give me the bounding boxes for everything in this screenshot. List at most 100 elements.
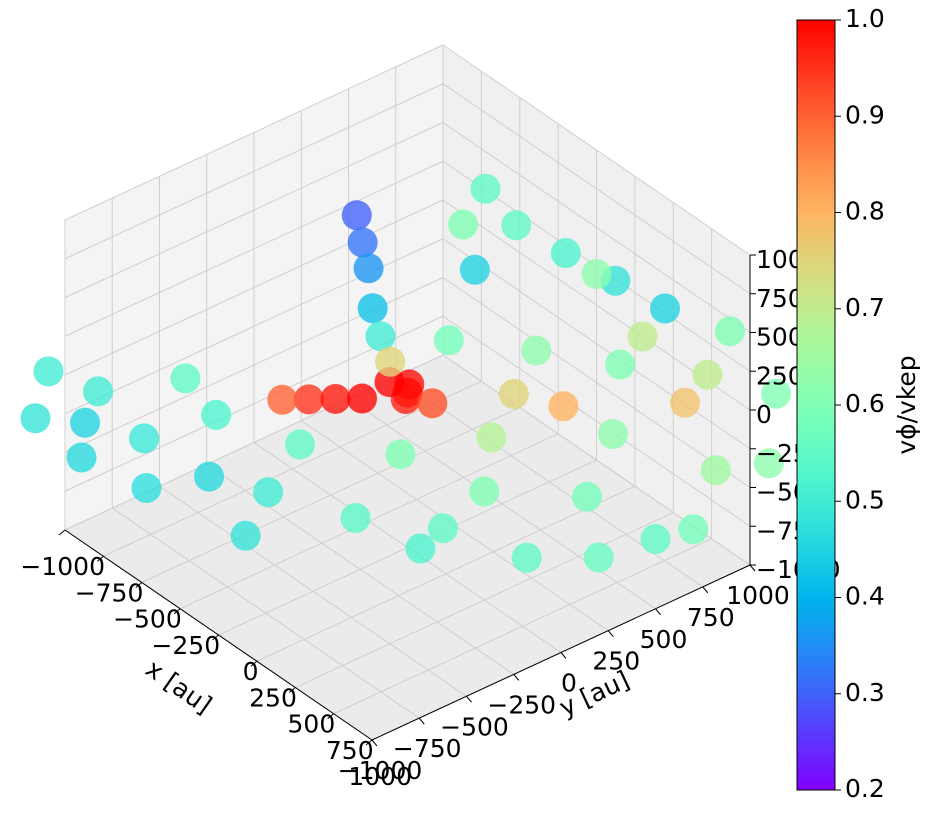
point	[194, 461, 225, 492]
point	[761, 378, 791, 409]
grid-line	[111, 507, 420, 719]
point	[131, 473, 162, 503]
x-tick-label: 250	[249, 683, 297, 712]
colorbar-tick-label: 0.3	[845, 678, 885, 707]
point	[340, 503, 371, 533]
y-tick-label: 750	[687, 603, 735, 632]
point	[365, 321, 396, 352]
point	[714, 316, 745, 347]
grid-line	[442, 44, 751, 256]
x-tick	[288, 687, 296, 693]
grid-line	[348, 398, 656, 610]
x-axis-label: x [au]	[140, 654, 217, 720]
grid-line	[64, 122, 444, 298]
point	[129, 423, 160, 454]
x-tick	[327, 713, 334, 720]
x-tick-label: −1000	[20, 552, 105, 581]
point	[347, 227, 378, 258]
point	[201, 399, 232, 430]
grid-line	[159, 485, 467, 697]
point	[670, 387, 701, 418]
point	[448, 209, 479, 240]
point	[476, 422, 507, 453]
colorbar-tick-label: 0.2	[845, 774, 885, 803]
point	[347, 383, 378, 414]
x-tick-label: 750	[326, 736, 374, 765]
grid-line	[442, 122, 751, 333]
point	[470, 173, 501, 204]
colorbar-tick-label: 0.7	[845, 293, 885, 322]
point	[640, 524, 671, 554]
grid-line	[442, 238, 751, 450]
point	[678, 514, 709, 545]
point	[70, 407, 101, 438]
point	[521, 335, 552, 366]
point	[548, 391, 579, 422]
grid-line	[442, 83, 751, 295]
z-tick-label: 0	[756, 400, 772, 429]
y-tick-label: 0	[561, 669, 577, 698]
colorbar-tick-label: 0.8	[845, 197, 885, 226]
x-tick	[173, 608, 181, 615]
point	[20, 403, 51, 434]
point	[605, 349, 636, 380]
point	[320, 383, 351, 414]
grid-line	[64, 199, 444, 376]
point	[170, 363, 201, 394]
colorbar-tick-label: 0.9	[845, 100, 885, 129]
y-tick-label: 1000	[726, 581, 790, 610]
y-tick-label: −1000	[338, 756, 423, 785]
y-tick-label: −500	[440, 712, 509, 741]
y-tick	[607, 630, 614, 637]
point	[498, 379, 529, 409]
grid-line	[64, 44, 444, 221]
colorbar-tick-label: 1.0	[845, 4, 885, 33]
point	[417, 388, 448, 419]
axis-line	[64, 529, 373, 741]
point	[700, 455, 731, 486]
colorbar-fill	[796, 19, 836, 791]
point	[501, 210, 532, 241]
x-tick	[212, 634, 219, 641]
point	[598, 419, 628, 449]
y-tick	[418, 717, 425, 725]
x-tick-label: −250	[151, 631, 220, 660]
colorbar-tick-label: 0.4	[845, 582, 885, 611]
x-tick-label: 1000	[348, 762, 412, 791]
point	[385, 439, 416, 470]
grid-line	[64, 160, 444, 337]
x-tick	[135, 582, 143, 588]
colorbar-tick-label: 0.5	[845, 485, 885, 514]
point	[267, 384, 298, 415]
colorbar-tick-label: 0.6	[845, 389, 885, 418]
z-tick-label: 500	[756, 323, 804, 352]
point	[405, 533, 436, 564]
x-tick-label: −500	[113, 605, 182, 634]
grid	[64, 44, 751, 741]
point	[572, 481, 602, 512]
colorbar-label: vϕ/vkep	[892, 355, 921, 454]
x-tick	[250, 660, 258, 667]
grid-line	[442, 277, 751, 488]
point	[253, 477, 284, 508]
point	[433, 325, 464, 356]
z-tick-label: 250	[756, 361, 804, 390]
point	[581, 259, 612, 289]
y-tick-label: 250	[592, 647, 640, 676]
point	[66, 442, 97, 473]
axes: −1000−750−500−25002505007501000−1000−750…	[20, 245, 840, 791]
grid-line	[442, 315, 751, 527]
x-tick	[97, 555, 104, 562]
points	[20, 173, 791, 573]
y-tick	[371, 739, 378, 747]
point	[83, 376, 114, 407]
x-tick	[58, 529, 66, 536]
point	[469, 476, 500, 507]
point	[293, 384, 324, 415]
point	[459, 254, 490, 285]
grid-line	[64, 83, 444, 260]
y-tick	[466, 695, 472, 703]
x-tick-label: 500	[288, 710, 336, 739]
colorbar: 0.2 0.3 0.4 0.5 0.6 0.7 0.8 0.9 1.0	[796, 4, 885, 803]
